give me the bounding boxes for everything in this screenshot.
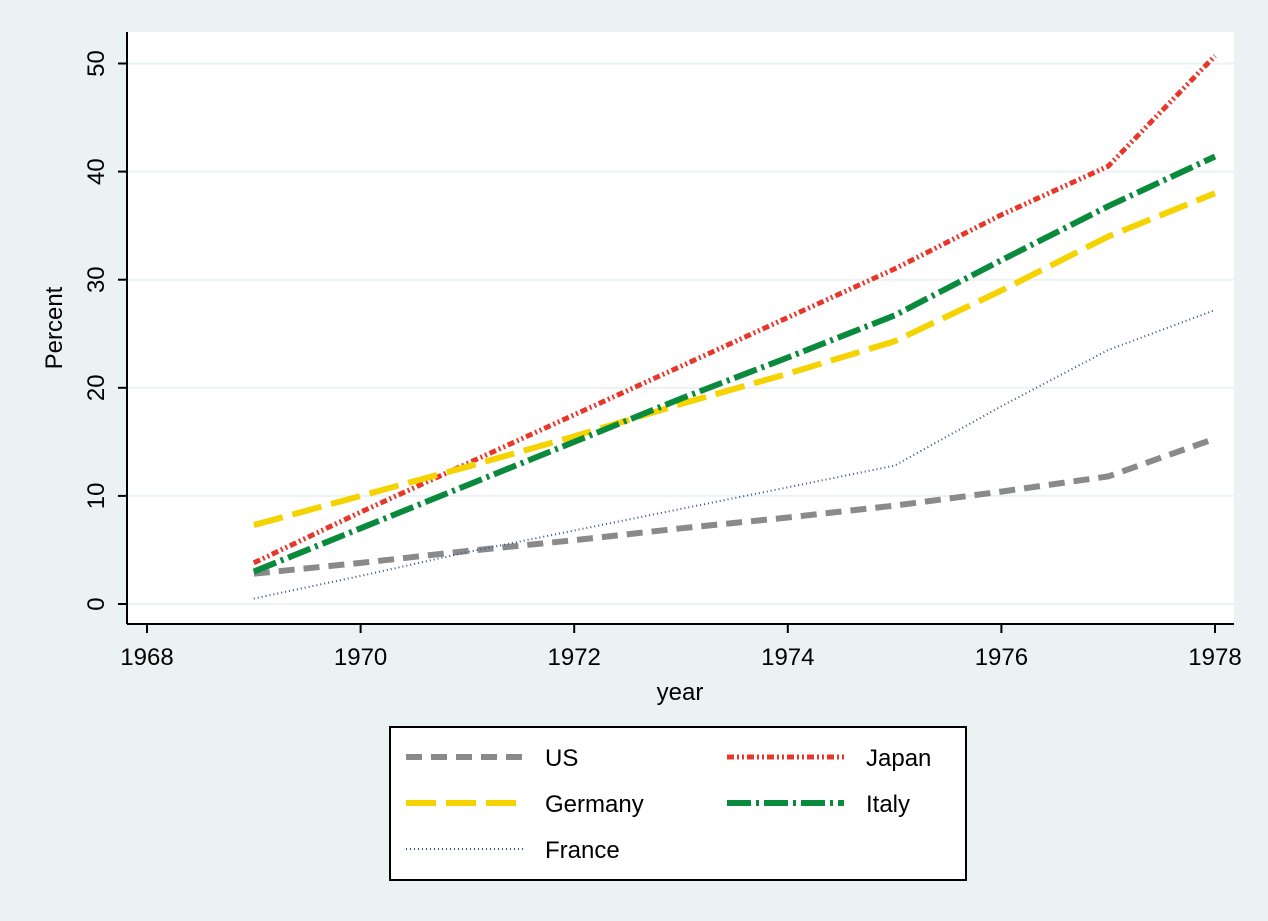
y-tick-label-20: 20 (83, 374, 110, 401)
x-tick-label-1970: 1970 (334, 644, 387, 671)
legend-label-us: US (545, 745, 578, 772)
y-tick-label-40: 40 (83, 158, 110, 185)
grid-lines (127, 62, 1234, 605)
y-tick-label-0: 0 (83, 597, 110, 610)
y-tick-label-30: 30 (83, 266, 110, 293)
x-tick-label-1974: 1974 (761, 644, 814, 671)
x-tick-label-1968: 1968 (120, 644, 173, 671)
series-lines (252, 54, 1217, 600)
legend-label-italy: Italy (866, 791, 910, 818)
series-line-germany (253, 190, 1217, 528)
legend-label-france: France (545, 837, 620, 864)
x-tick-label-1976: 1976 (975, 644, 1028, 671)
axes: 0 10 20 30 40 50 1968 1970 1972 1974 1976 1978 (83, 32, 1242, 671)
y-axis-title: Percent (41, 286, 68, 369)
legend: US Japan Germany Italy France (389, 726, 967, 881)
x-tick-label-1978: 1978 (1188, 644, 1241, 671)
series-line-us (253, 435, 1217, 577)
series-line-italy (252, 153, 1217, 575)
y-tick-label-50: 50 (83, 50, 110, 77)
legend-label-japan: Japan (866, 745, 931, 772)
x-tick-label-1972: 1972 (548, 644, 601, 671)
series-line-japan (252, 54, 1217, 566)
y-tick-label-10: 10 (83, 483, 110, 510)
legend-label-germany: Germany (545, 791, 644, 818)
plot-area (127, 32, 1234, 624)
x-axis-title: year (657, 679, 704, 706)
